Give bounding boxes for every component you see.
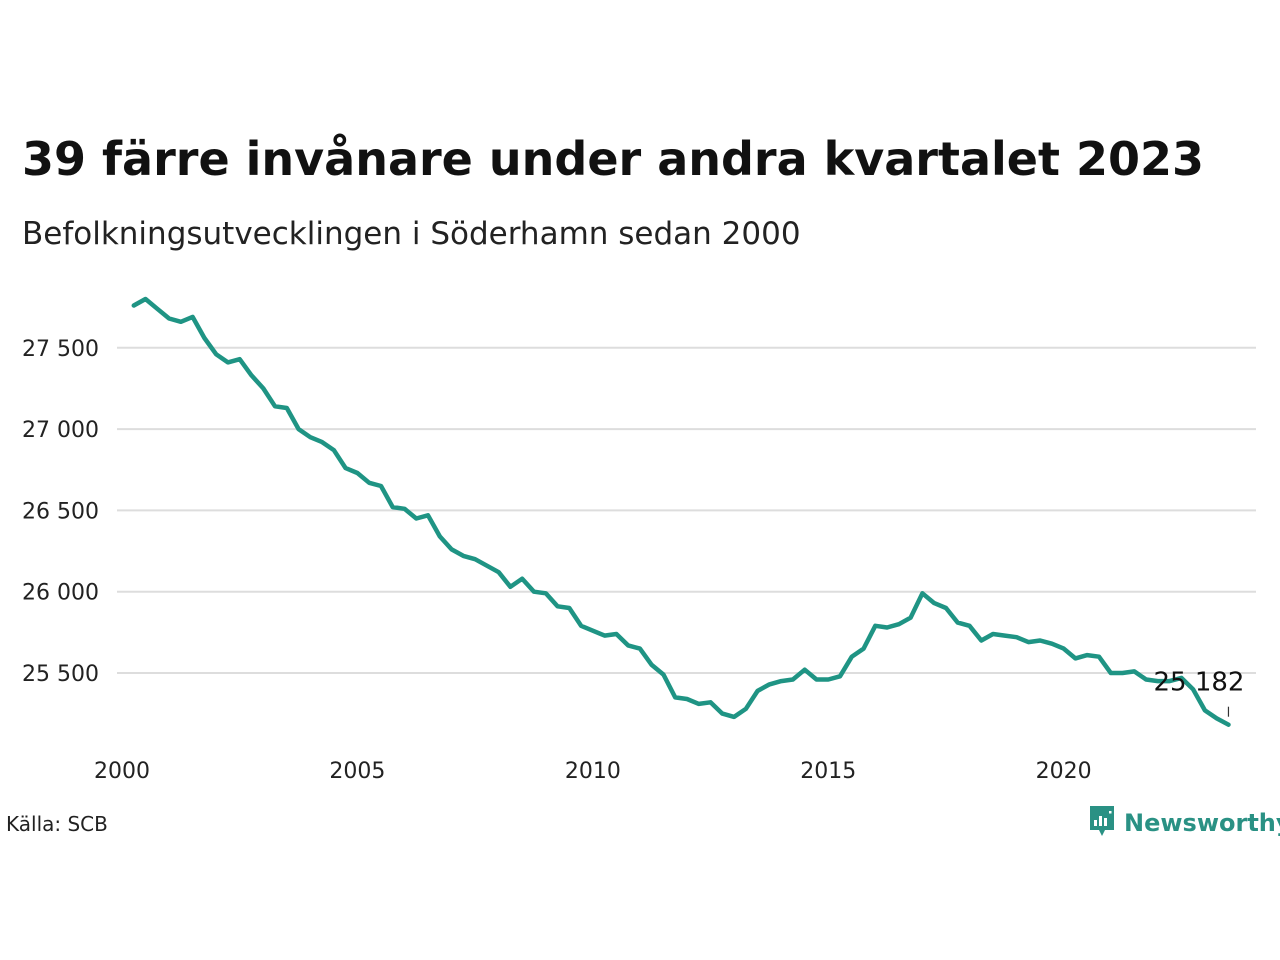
brand-name: Newsworthy — [1124, 809, 1280, 837]
chart-subtitle: Befolkningsutvecklingen i Söderhamn seda… — [22, 216, 801, 252]
y-tick-label: 25 500 — [22, 662, 99, 687]
grid-lines — [117, 346, 1256, 674]
y-tick-label: 27 500 — [22, 337, 99, 362]
y-tick-label: 27 000 — [22, 418, 99, 443]
x-tick-label: 2015 — [800, 759, 856, 784]
y-tick-label: 26 000 — [22, 581, 99, 606]
newsworthy-logo-icon — [1088, 804, 1116, 842]
x-tick-label: 2005 — [329, 759, 385, 784]
chart-title: 39 färre invånare under andra kvartalet … — [22, 132, 1205, 186]
end-label-layer: 25 182 — [1153, 668, 1244, 717]
y-axis-ticks: 25 500 26 000 26 500 27 000 27 500 — [22, 337, 99, 687]
end-value-label: 25 182 — [1153, 668, 1244, 698]
x-axis-ticks: 2000 2005 2010 2015 2020 — [94, 759, 1092, 784]
source-note: Källa: SCB — [6, 812, 108, 836]
series-line — [131, 296, 1231, 727]
brand-logo[interactable]: Newsworthy — [1088, 804, 1280, 842]
x-tick-label: 2010 — [565, 759, 621, 784]
x-tick-label: 2020 — [1036, 759, 1092, 784]
y-tick-label: 26 500 — [22, 499, 99, 524]
series-layer — [131, 296, 1231, 727]
x-tick-label: 2000 — [94, 759, 150, 784]
